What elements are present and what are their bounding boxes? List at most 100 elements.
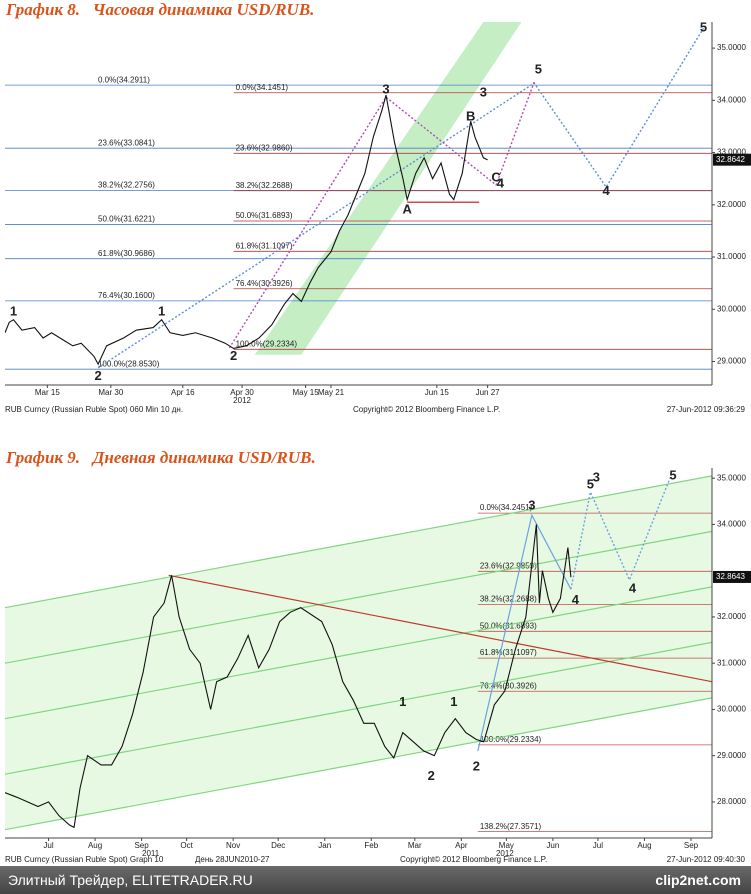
wave-label: 1: [10, 303, 17, 318]
trend-line: [570, 477, 671, 590]
site-name: Элитный Трейдер, ELITETRADER.RU: [8, 872, 253, 888]
fib-label: 50.0%(31.6221): [98, 215, 155, 224]
fib-label: 23.6%(32.9860): [236, 143, 293, 152]
chart-title: График 8. Часовая динамика USD/RUB.: [5, 0, 314, 19]
x-tick-label: Apr 16: [171, 388, 195, 397]
x-tick-label: Jun 15: [425, 388, 450, 397]
chart-footer: RUB Curncy (Russian Ruble Spot) 060 Min …: [5, 405, 183, 414]
wave-label: 4: [497, 175, 505, 190]
y-tick-label: 32.0000: [717, 612, 746, 621]
wave-label: 1: [399, 694, 406, 709]
last-value-box: [713, 570, 751, 583]
wave-label: A: [402, 201, 412, 216]
wave-label: 1: [450, 694, 457, 709]
trend-line: [5, 475, 712, 609]
fib-label: 23.6%(32.9859): [480, 561, 537, 570]
fib-label: 76.4%(30.3926): [480, 681, 537, 690]
wave-label: 2: [95, 368, 102, 383]
last-value-label: 32.8643: [716, 572, 745, 581]
fib-label: 38.2%(32.2688): [236, 181, 293, 190]
x-tick-label: Jan: [318, 841, 331, 850]
fib-label: 61.8%(31.1097): [236, 241, 293, 250]
y-tick-label: 34.0000: [717, 95, 746, 104]
plot: 0.0%(34.2451) 23.6%(32.9859) 38.2%(32.2688…: [5, 475, 712, 833]
x-tick-label: Mar 15: [35, 388, 60, 397]
x-tick-label: Sep: [134, 841, 149, 850]
y-tick-label: 35.0000: [717, 473, 746, 482]
trend-line: [5, 586, 712, 720]
chart-footer: День 28JUN2010-27: [195, 855, 270, 864]
plot: 0.0%(34.2911) 23.6%(33.0841) 38.2%(32.2756…: [5, 22, 712, 370]
x-tick-label: May 21: [318, 388, 345, 397]
x-tick-label: May: [499, 841, 514, 850]
watermark: clip2net.com: [655, 872, 741, 888]
x-year-label: 2012: [496, 849, 514, 858]
trend-line: [477, 513, 572, 752]
x-year-label: 2011: [142, 849, 160, 858]
wave-label: 3: [528, 497, 535, 512]
wave-label: B: [466, 108, 475, 123]
wave-label: C: [491, 170, 501, 185]
fib-label: 38.2%(32.2756): [98, 181, 155, 190]
x-tick-label: Dec: [271, 841, 285, 850]
price-line: [5, 94, 488, 366]
fib-label: 76.4%(30.3926): [236, 279, 293, 288]
chart-sheet: 0.0%(34.2911) 23.6%(33.0841) 38.2%(32.2756…: [5, 0, 751, 864]
wave-label: 2: [230, 348, 237, 363]
chart-footer: 27-Jun-2012 09:36:29: [667, 405, 746, 414]
chart-title: График 9. Дневная динамика USD/RUB.: [5, 448, 316, 467]
price-line: [5, 524, 572, 829]
wave-label: 2: [428, 768, 435, 783]
x-tick-label: Apr 30: [230, 388, 254, 397]
x-tick-label: Oct: [180, 841, 193, 850]
wave-label: 4: [603, 183, 611, 198]
y-tick-label: 35.0000: [717, 43, 746, 52]
last-value-box: [713, 153, 751, 166]
x-tick-label: Feb: [364, 841, 378, 850]
last-value-label: 32.8642: [716, 155, 745, 164]
x-tick-label: Sep: [684, 841, 699, 850]
fib-label: 38.2%(32.2688): [480, 595, 537, 604]
x-tick-label: Apr: [455, 841, 468, 850]
trend-line: [5, 697, 712, 831]
x-tick-label: Jul: [593, 841, 603, 850]
wave-label: 1: [158, 303, 165, 318]
y-tick-label: 29.0000: [717, 751, 746, 760]
footer-bar: Элитный Трейдер, ELITETRADER.RU clip2net…: [0, 866, 751, 894]
y-tick-label: 33.0000: [717, 148, 746, 157]
y-tick-label: 32.0000: [717, 200, 746, 209]
chart-footer: Copyright© 2012 Bloomberg Finance L.P.: [400, 855, 547, 864]
x-tick-label: May 15: [292, 388, 319, 397]
fib-label: 61.8%(31.1097): [480, 648, 537, 657]
x-year-label: 2012: [233, 396, 251, 405]
x-tick-label: Aug: [637, 841, 651, 850]
wave-label: 3: [480, 84, 487, 99]
x-tick-label: Jul: [43, 841, 53, 850]
fib-label: 0.0%(34.1451): [236, 83, 289, 92]
wave-label: 5: [700, 20, 707, 35]
y-tick-label: 34.0000: [717, 520, 746, 529]
fib-label: 100.0%(28.8530): [98, 359, 160, 368]
fib-label: 61.8%(30.9686): [98, 249, 155, 258]
fib-label: 0.0%(34.2911): [98, 75, 150, 84]
chart-footer: 27-Jun-2012 09:40:30: [667, 855, 746, 864]
fib-label: 0.0%(34.2451): [480, 503, 533, 512]
trend-line: [5, 530, 712, 664]
x-tick-label: Aug: [88, 841, 102, 850]
wave-label: 5: [669, 467, 676, 482]
fib-label: 50.0%(31.6893): [480, 621, 537, 630]
wave-label: 2: [473, 759, 480, 774]
fib-label: 50.0%(31.6893): [236, 211, 293, 220]
wave-label: 3: [382, 81, 389, 96]
fib-label: 138.2%(27.3571): [480, 822, 542, 831]
x-tick-label: Nov: [226, 841, 240, 850]
x-tick-label: Mar 30: [98, 388, 123, 397]
fib-label: 100.0%(29.2334): [236, 339, 298, 348]
trend-line: [5, 641, 712, 775]
fib-label: 100.0%(29.2334): [480, 735, 542, 744]
chart-footer: Copyright© 2012 Bloomberg Finance L.P.: [353, 405, 500, 414]
channel: [254, 22, 522, 355]
y-tick-label: 31.0000: [717, 658, 746, 667]
trend-line: [97, 27, 705, 369]
fib-label: 23.6%(33.0841): [98, 138, 155, 147]
